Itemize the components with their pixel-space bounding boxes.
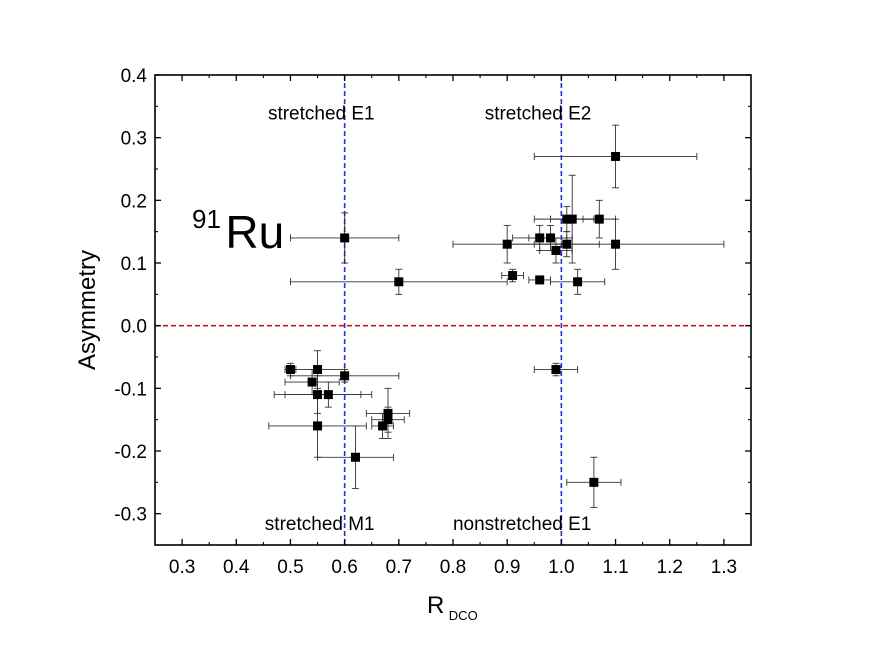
data-point: [567, 214, 577, 224]
axis-ticks: [155, 74, 751, 545]
data-points: [285, 151, 621, 487]
y-tick-labels: 0.4 0.3 0.2 0.1 0.0 -0.1 -0.2 -0.3: [114, 66, 147, 526]
y-tick-label: -0.2: [114, 442, 147, 463]
data-point: [535, 233, 545, 243]
data-point: [551, 245, 561, 255]
x-tick-label: 1.0: [548, 557, 574, 578]
x-tick-label: 0.7: [386, 557, 412, 578]
y-tick-label: 0.0: [121, 317, 147, 338]
x-axis-title: R DCO: [427, 592, 478, 623]
data-point: [378, 421, 388, 431]
x-tick-label: 0.8: [440, 557, 466, 578]
data-point: [551, 365, 561, 375]
data-point: [546, 233, 556, 243]
data-point: [340, 371, 350, 381]
data-point: [285, 365, 295, 375]
error-bars: [268, 124, 725, 508]
data-point: [573, 277, 583, 287]
data-point: [307, 377, 317, 387]
x-axis-title-main: R: [427, 592, 444, 619]
x-tick-label: 0.9: [494, 557, 520, 578]
data-point: [313, 390, 323, 400]
x-tick-label: 1.2: [657, 557, 683, 578]
x-tick-label: 1.3: [711, 557, 737, 578]
plot-frame: [154, 74, 752, 546]
y-tick-label: -0.3: [114, 505, 147, 526]
data-point: [323, 390, 333, 400]
y-tick-label: 0.3: [121, 129, 147, 150]
data-point: [594, 214, 604, 224]
y-tick-label: 0.2: [121, 191, 147, 212]
data-point: [611, 151, 621, 161]
data-point: [313, 421, 323, 431]
y-tick-label: -0.1: [114, 379, 147, 400]
data-point: [502, 239, 512, 249]
y-tick-label: 0.4: [121, 66, 148, 87]
data-point: [611, 239, 621, 249]
data-point: [350, 452, 360, 462]
data-point: [394, 277, 404, 287]
x-tick-label: 0.4: [223, 557, 250, 578]
region-annotations: stretched E1 stretched E2 stretched M1 nons…: [265, 104, 592, 535]
data-point: [562, 239, 572, 249]
region-annotation: stretched M1: [265, 514, 375, 535]
data-point: [562, 214, 572, 224]
x-tick-labels: 0.3 0.4 0.5 0.6 0.7 0.8 0.9 1.0 1.1 1.2 1.3: [169, 557, 737, 578]
data-point: [383, 408, 393, 418]
data-point: [383, 415, 393, 425]
x-axis-title-subscript: DCO: [449, 608, 478, 623]
region-annotation: stretched E2: [485, 104, 592, 125]
data-point: [340, 233, 350, 243]
region-annotation: nonstretched E1: [453, 514, 591, 535]
y-tick-label: 0.1: [121, 254, 147, 275]
region-annotation: stretched E1: [268, 104, 375, 125]
reference-lines: [155, 75, 751, 545]
data-point: [589, 477, 599, 487]
nucleus-symbol: Ru: [225, 206, 284, 258]
data-point: [535, 275, 545, 285]
y-axis-title: Asymmetry: [74, 250, 101, 370]
x-tick-label: 0.3: [169, 557, 195, 578]
nucleus-mass-number: 91: [192, 204, 221, 234]
x-tick-label: 0.6: [331, 557, 357, 578]
x-tick-label: 0.5: [277, 557, 303, 578]
data-point: [313, 365, 323, 375]
x-tick-label: 1.1: [602, 557, 628, 578]
data-point: [508, 271, 518, 281]
nucleus-label: 91 Ru: [192, 204, 284, 258]
